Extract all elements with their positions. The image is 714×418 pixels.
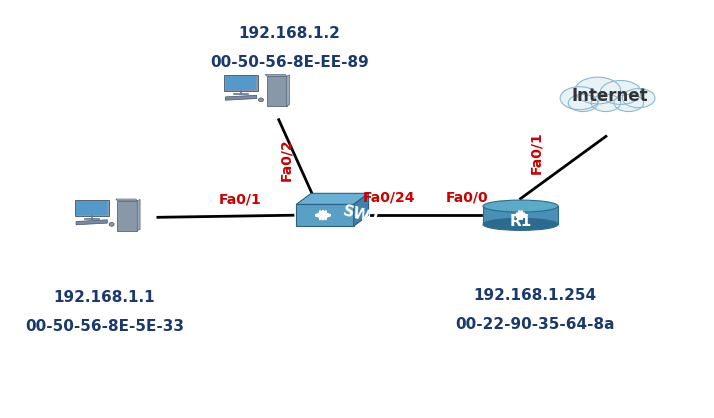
Text: 00-50-56-8E-EE-89: 00-50-56-8E-EE-89 — [210, 55, 369, 70]
Polygon shape — [116, 199, 137, 201]
Polygon shape — [266, 74, 286, 76]
Text: 192.168.1.1: 192.168.1.1 — [54, 290, 156, 305]
Text: R1: R1 — [510, 214, 532, 229]
Circle shape — [568, 94, 598, 112]
Polygon shape — [483, 206, 558, 224]
Text: Internet: Internet — [572, 87, 648, 105]
Polygon shape — [286, 75, 289, 106]
Circle shape — [591, 94, 620, 112]
Text: Fa0/0: Fa0/0 — [446, 191, 488, 205]
Text: 192.168.1.254: 192.168.1.254 — [473, 288, 596, 303]
Polygon shape — [226, 76, 256, 90]
Circle shape — [623, 89, 655, 108]
Ellipse shape — [483, 200, 558, 212]
Polygon shape — [226, 95, 257, 100]
Polygon shape — [296, 204, 353, 226]
Polygon shape — [75, 200, 109, 216]
Polygon shape — [296, 194, 368, 204]
Text: 00-50-56-8E-5E-33: 00-50-56-8E-5E-33 — [25, 319, 184, 334]
Ellipse shape — [109, 222, 114, 226]
Polygon shape — [224, 75, 258, 91]
Text: 00-22-90-35-64-8a: 00-22-90-35-64-8a — [455, 317, 615, 332]
Text: Fa0/24: Fa0/24 — [363, 191, 416, 205]
Polygon shape — [76, 220, 107, 225]
Text: SW1: SW1 — [341, 203, 381, 227]
Polygon shape — [117, 201, 137, 231]
Polygon shape — [137, 199, 140, 231]
Text: Fa0/1: Fa0/1 — [529, 132, 543, 174]
Ellipse shape — [483, 218, 558, 230]
Circle shape — [560, 87, 599, 110]
Polygon shape — [353, 194, 368, 226]
Ellipse shape — [258, 98, 263, 102]
Text: Fa0/2: Fa0/2 — [279, 138, 293, 181]
Text: 192.168.1.2: 192.168.1.2 — [238, 26, 341, 41]
Circle shape — [575, 77, 620, 104]
Circle shape — [614, 94, 643, 112]
Polygon shape — [76, 201, 107, 214]
Polygon shape — [565, 92, 647, 103]
Text: Fa0/1: Fa0/1 — [218, 193, 261, 207]
Circle shape — [600, 81, 641, 104]
Polygon shape — [266, 76, 286, 106]
